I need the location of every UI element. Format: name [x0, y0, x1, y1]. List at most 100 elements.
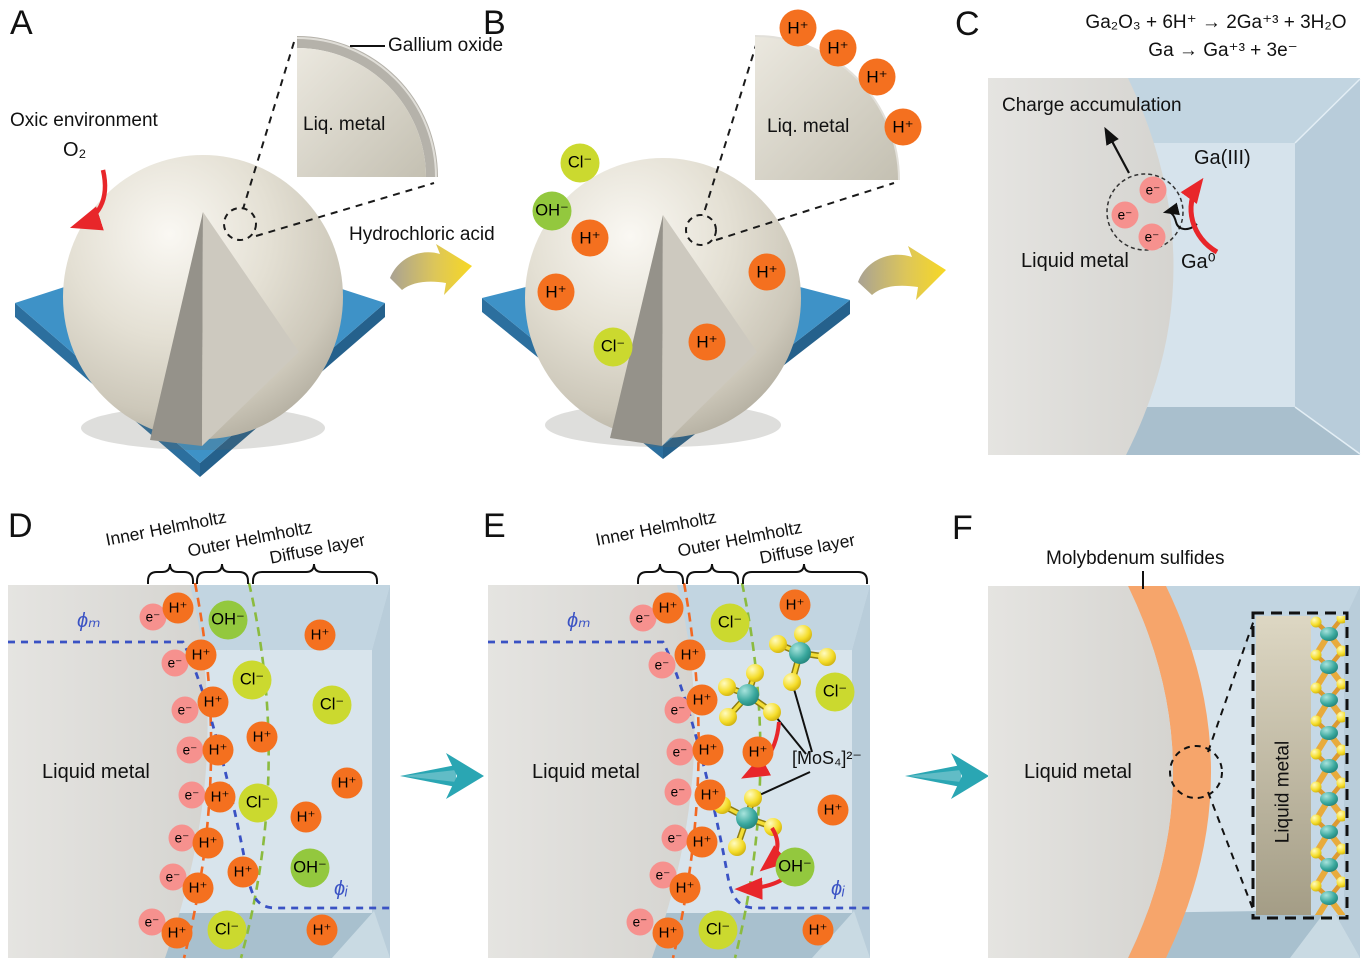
ion-hydroxide: OH⁻ — [290, 848, 330, 888]
ion-electron: e⁻ — [1139, 176, 1167, 204]
ion-electron: e⁻ — [664, 778, 692, 806]
charge-arrow — [1104, 126, 1130, 174]
ion-hydrogen: H⁺ — [779, 589, 811, 621]
ion-chloride: Cl⁻ — [815, 672, 855, 712]
magnify-line — [1207, 791, 1255, 913]
panel-a-illustration — [15, 36, 438, 477]
ion-electron: e⁻ — [168, 824, 196, 852]
ion-chloride: Cl⁻ — [207, 910, 247, 950]
ion-chloride: Cl⁻ — [698, 910, 738, 950]
liquid-metal-label: Liquid metal — [532, 761, 640, 783]
inset-border — [1251, 611, 1349, 920]
liq-metal-label: Liq. metal — [303, 114, 386, 135]
mos4-label: [MoS₄]²⁻ — [792, 748, 862, 768]
ion-hydrogen: H⁺ — [674, 639, 706, 671]
ion-electron: e⁻ — [661, 824, 689, 852]
panel-c-letter: C — [955, 5, 980, 43]
panel-c-illustration — [988, 78, 1361, 455]
magnify-line — [702, 41, 758, 217]
ion-hydrogen: H⁺ — [192, 827, 224, 859]
mos4-molecule — [718, 664, 781, 726]
ion-hydrogen: H⁺ — [161, 917, 193, 949]
ion-hydrogen: H⁺ — [884, 108, 922, 146]
ion-hydrogen: H⁺ — [162, 592, 194, 624]
transition-arrow-a-to-b — [390, 244, 472, 295]
magnify-line — [242, 41, 295, 210]
liquid-metal-region — [988, 78, 1174, 455]
mos4-pointer-lines — [752, 681, 813, 799]
gallium-oxide-layer — [297, 36, 438, 177]
ga-iii-label: Ga(III) — [1194, 147, 1251, 169]
ion-hydrogen: H⁺ — [748, 253, 786, 291]
ion-hydrogen: H⁺ — [742, 736, 774, 768]
ion-hydrogen: H⁺ — [686, 826, 718, 858]
ion-hydroxide: OH⁻ — [775, 847, 815, 887]
ion-electron: e⁻ — [1138, 223, 1166, 251]
ion-electron: e⁻ — [648, 651, 676, 679]
liquid-metal-droplet — [63, 155, 343, 446]
ion-hydrogen: H⁺ — [306, 914, 338, 946]
oxic-environment-label: Oxic environment — [10, 110, 158, 131]
panel-e-letter: E — [483, 507, 506, 545]
panel-b-letter: B — [483, 4, 506, 42]
inner-helmholtz-plane-line — [182, 582, 213, 959]
magnify-circle — [223, 207, 257, 241]
layer-braces — [637, 563, 868, 584]
ga-0-label: Ga⁰ — [1181, 251, 1216, 273]
ion-electron: e⁻ — [666, 738, 694, 766]
mos4-molecule — [769, 625, 836, 691]
liq-metal-label: Liq. metal — [767, 116, 850, 137]
liquid-metal-label: Liquid metal — [1021, 250, 1129, 272]
ion-hydrogen: H⁺ — [290, 801, 322, 833]
ion-electron: e⁻ — [139, 603, 167, 631]
ion-chloride: Cl⁻ — [232, 660, 272, 700]
liquid-metal-label: Liquid metal — [42, 761, 150, 783]
o2-red-arrow — [69, 169, 108, 231]
inset-liquid-metal-label: Liquid metal — [1272, 740, 1294, 844]
ion-hydroxide: OH⁻ — [532, 191, 572, 231]
ion-hydrogen: H⁺ — [331, 767, 363, 799]
outer-helmholtz-plane-line — [239, 582, 270, 959]
magnify-circle — [685, 214, 717, 246]
ion-electron: e⁻ — [176, 736, 204, 764]
ion-hydrogen: H⁺ — [652, 917, 684, 949]
liquid-metal-region — [988, 586, 1173, 958]
ion-hydrogen: H⁺ — [779, 9, 817, 47]
ion-chloride: Cl⁻ — [312, 685, 352, 725]
hydrochloric-acid-label: Hydrochloric acid — [349, 224, 495, 245]
ion-hydrogen: H⁺ — [197, 686, 229, 718]
liquid-metal-region — [488, 585, 695, 958]
ion-hydroxide: OH⁻ — [208, 600, 248, 640]
panel-a-letter: A — [10, 4, 33, 42]
charge-circle — [1106, 173, 1184, 251]
ion-electron: e⁻ — [171, 696, 199, 724]
ion-hydrogen: H⁺ — [858, 58, 896, 96]
ion-chloride: Cl⁻ — [560, 143, 600, 183]
inner-helmholtz-plane-line — [671, 582, 700, 959]
transition-arrow-e-to-f — [905, 753, 989, 799]
magnify-line — [255, 182, 435, 237]
ion-hydrogen: H⁺ — [686, 684, 718, 716]
ion-hydrogen: H⁺ — [688, 323, 726, 361]
phi-m-label: ϕₘ — [77, 610, 101, 632]
molybdenum-sulfides-label: Molybdenum sulfides — [1046, 548, 1225, 569]
ion-chloride: Cl⁻ — [593, 327, 633, 367]
ion-hydrogen: H⁺ — [817, 794, 849, 826]
molybdenum-sulfide-band — [1128, 586, 1211, 958]
liquid-metal-region — [8, 585, 208, 958]
ion-hydrogen: H⁺ — [537, 273, 575, 311]
mos4-molecule — [713, 789, 782, 856]
ion-hydrogen: H⁺ — [202, 734, 234, 766]
panel-d-letter: D — [8, 507, 33, 545]
magnify-line — [715, 182, 895, 241]
crystal-inset — [1251, 611, 1349, 920]
ion-chloride: Cl⁻ — [710, 603, 750, 643]
magnify-line — [1207, 619, 1255, 753]
panel-f-illustration — [988, 571, 1360, 958]
phi-i-label: ϕᵢ — [831, 878, 845, 900]
ion-hydrogen: H⁺ — [652, 592, 684, 624]
ion-electron: e⁻ — [138, 908, 166, 936]
ion-electron: e⁻ — [1111, 201, 1139, 229]
ion-electron: e⁻ — [626, 908, 654, 936]
